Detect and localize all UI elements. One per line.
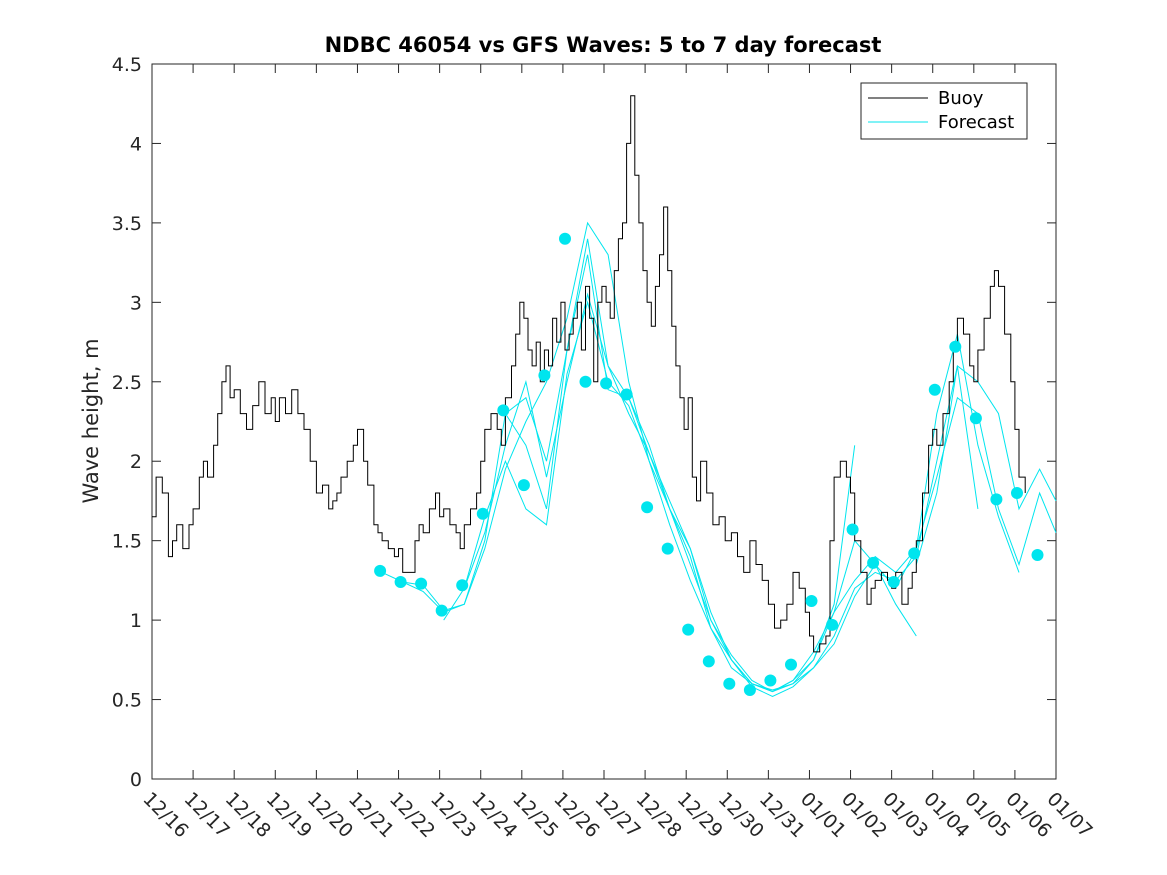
- forecast-point: [456, 579, 469, 592]
- forecast-point: [476, 507, 489, 520]
- x-tick-label: 01/04: [919, 788, 973, 842]
- forecast-point: [1031, 549, 1044, 561]
- forecast-point: [949, 340, 962, 353]
- legend-forecast-label: Forecast: [938, 112, 1014, 133]
- forecast-point: [600, 377, 613, 390]
- x-tick-label: 01/06: [1001, 788, 1055, 842]
- x-tick-label: 01/05: [960, 788, 1014, 842]
- x-tick-label: 12/19: [262, 788, 316, 842]
- y-tick-label: 4: [130, 133, 142, 155]
- y-tick-label: 0: [130, 769, 142, 791]
- x-tick-label: 12/23: [426, 788, 480, 842]
- plot-frame: [151, 63, 1057, 780]
- forecast-point: [805, 595, 818, 607]
- forecast-point: [415, 577, 428, 590]
- forecast-point: [559, 232, 571, 245]
- x-tick-label: 12/25: [508, 788, 562, 842]
- forecast-point: [661, 542, 674, 555]
- forecast-point: [764, 674, 777, 687]
- forecast-point: [928, 383, 941, 396]
- forecast-point: [641, 501, 654, 514]
- x-tick-label: 12/31: [755, 788, 809, 842]
- y-tick-label: 4.5: [112, 54, 142, 76]
- legend-box: [860, 82, 1028, 140]
- forecast-point: [435, 604, 448, 617]
- x-tick-label: 12/28: [632, 788, 686, 842]
- x-tick-label: 01/03: [878, 788, 932, 842]
- forecast-point: [867, 556, 880, 569]
- legend-buoy-label: Buoy: [938, 88, 984, 109]
- forecast-point: [785, 658, 797, 671]
- forecast-point: [826, 618, 839, 631]
- y-tick-label: 1.5: [112, 531, 142, 553]
- forecast-point: [497, 404, 510, 417]
- x-tick-label: 12/20: [303, 788, 357, 842]
- forecast-point: [682, 623, 695, 636]
- x-tick-label: 12/24: [467, 788, 521, 842]
- legend: Buoy Forecast: [860, 82, 1028, 140]
- buoy-line: [152, 95, 1026, 653]
- forecast-point: [990, 493, 1003, 506]
- y-tick-label: 3: [130, 292, 142, 314]
- x-tick-label: 12/21: [344, 788, 398, 842]
- plot-area: 0 0.5 1 1.5 2 2.5 3 3.5 4 4.5 12/1612/1712/1812/19…: [112, 54, 1097, 842]
- forecast-point: [394, 576, 407, 588]
- y-tick-label: 1: [130, 610, 142, 632]
- x-tick-label: 01/02: [837, 788, 891, 842]
- x-tick-label: 01/07: [1042, 788, 1096, 842]
- forecast-point: [620, 388, 633, 401]
- forecast-point: [846, 523, 859, 536]
- forecast-points-layer: [374, 232, 1044, 696]
- forecast-point: [743, 684, 756, 696]
- x-tick-label: 12/18: [221, 788, 275, 842]
- forecast-point: [579, 375, 592, 388]
- x-tick-label: 12/27: [590, 788, 644, 842]
- x-tick-label: 01/01: [796, 788, 850, 842]
- y-tick-label: 2.5: [112, 372, 142, 394]
- forecast-point: [887, 576, 900, 588]
- x-tick-label: 12/17: [180, 788, 234, 842]
- x-tick-label: 12/16: [138, 788, 192, 842]
- forecast-line-6: [915, 364, 1057, 565]
- forecast-point: [702, 655, 715, 668]
- forecast-point: [374, 564, 387, 577]
- forecast-point: [908, 547, 921, 560]
- chart-title: NDBC 46054 vs GFS Waves: 5 to 7 day fore…: [325, 33, 882, 57]
- forecast-point: [1011, 487, 1023, 499]
- forecast-point: [723, 677, 736, 690]
- x-tick-label: 12/29: [673, 788, 727, 842]
- y-axis-label: Wave height, m: [79, 338, 103, 503]
- series-layer: [152, 95, 1057, 697]
- x-tick-label: 12/26: [549, 788, 603, 842]
- x-tick-label: 12/22: [385, 788, 439, 842]
- forecast-point: [517, 479, 530, 492]
- x-tick-label: 12/30: [714, 788, 768, 842]
- forecast-point: [969, 412, 982, 425]
- y-tick-label: 2: [130, 451, 142, 473]
- forecast-point: [538, 369, 551, 382]
- y-tick-label: 0.5: [112, 690, 142, 712]
- y-tick-label: 3.5: [112, 213, 142, 235]
